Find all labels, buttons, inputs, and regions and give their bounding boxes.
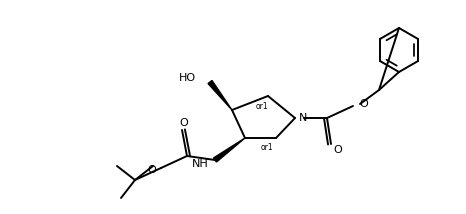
Text: O: O: [147, 165, 156, 175]
Polygon shape: [208, 80, 232, 110]
Text: O: O: [179, 118, 188, 128]
Text: or1: or1: [261, 144, 274, 153]
Text: NH: NH: [192, 159, 209, 169]
Text: N: N: [299, 113, 307, 123]
Text: or1: or1: [256, 101, 268, 110]
Text: O: O: [359, 99, 368, 109]
Text: O: O: [334, 145, 343, 155]
Polygon shape: [213, 138, 245, 162]
Text: HO: HO: [179, 73, 196, 83]
